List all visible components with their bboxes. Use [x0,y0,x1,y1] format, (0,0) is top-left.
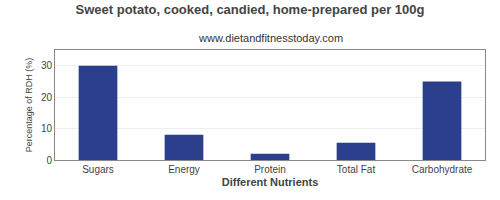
svg-text:www.dietandfitnesstoday.com: www.dietandfitnesstoday.com [198,32,343,44]
svg-text:Protein: Protein [254,164,286,175]
svg-text:Carbohydrate: Carbohydrate [412,164,473,175]
svg-text:20: 20 [41,92,53,103]
svg-text:Sweet potato, cooked, candied,: Sweet potato, cooked, candied, home-prep… [76,2,425,17]
svg-text:10: 10 [41,123,53,134]
svg-text:Sugars: Sugars [82,164,114,175]
svg-text:Energy: Energy [168,164,200,175]
svg-text:30: 30 [41,60,53,71]
svg-text:Percentage of RDH (%): Percentage of RDH (%) [24,58,34,153]
svg-text:Different Nutrients: Different Nutrients [222,176,319,188]
svg-text:0: 0 [46,155,52,166]
svg-text:Total Fat: Total Fat [337,164,376,175]
